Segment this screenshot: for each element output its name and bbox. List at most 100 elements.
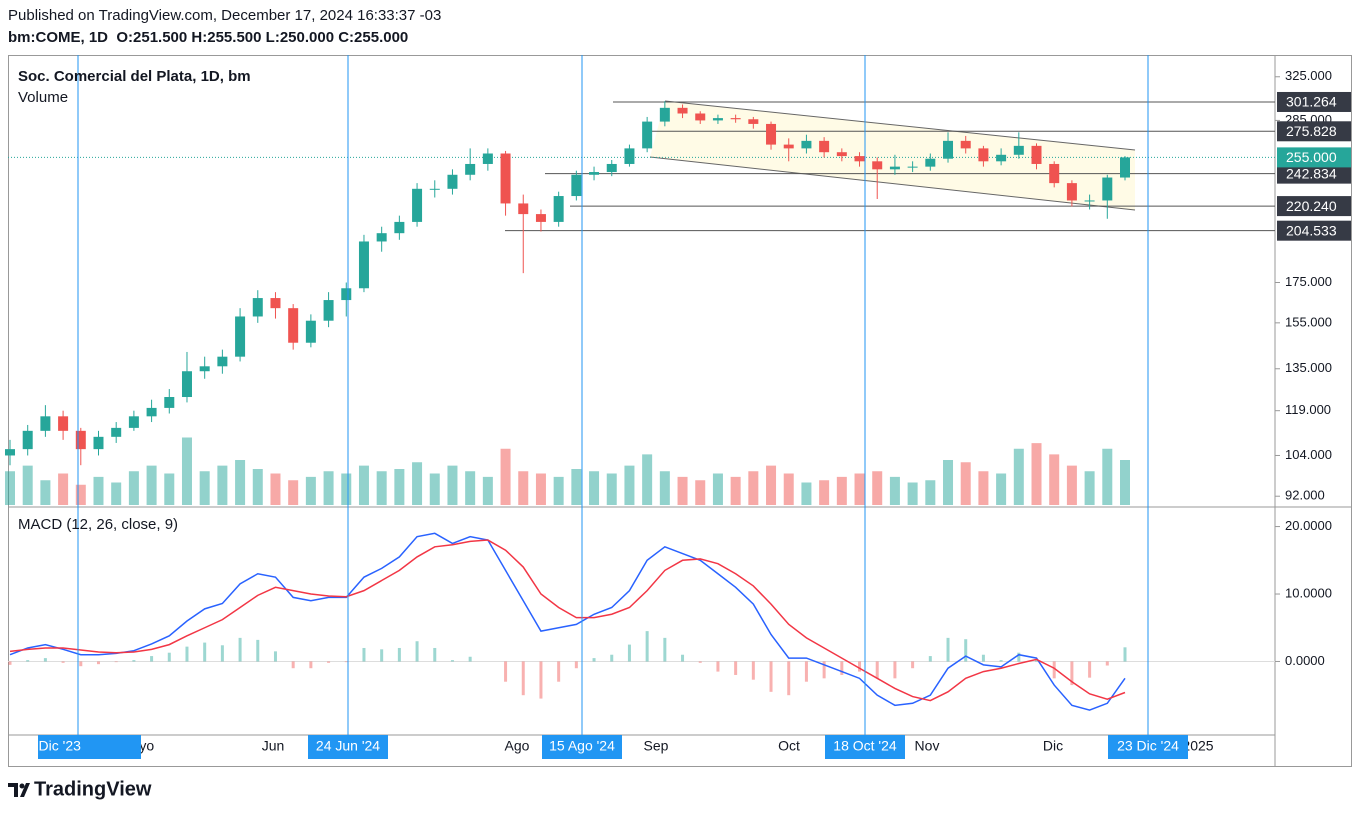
close: C:255.000 bbox=[338, 29, 409, 46]
volume-bar bbox=[199, 471, 210, 505]
price-label: 275.828 bbox=[1286, 123, 1337, 139]
histogram-bar bbox=[327, 661, 331, 663]
histogram-bar bbox=[291, 661, 295, 669]
volume-bar bbox=[943, 460, 954, 505]
volume-bar bbox=[376, 471, 387, 505]
histogram-bar bbox=[167, 652, 171, 662]
price-label: 204.533 bbox=[1286, 222, 1337, 238]
histogram-bar bbox=[574, 661, 578, 669]
price-label: 255.000 bbox=[1286, 149, 1337, 165]
candle-body bbox=[40, 416, 51, 431]
histogram-bar bbox=[256, 639, 260, 662]
candle-body bbox=[288, 308, 299, 343]
price-label-box bbox=[1277, 121, 1351, 142]
volume-bar bbox=[712, 473, 723, 505]
volume-bar bbox=[164, 473, 175, 505]
histogram-bar bbox=[681, 654, 685, 662]
volume-bar bbox=[642, 454, 653, 505]
histogram-bar bbox=[663, 637, 667, 662]
volume-bar bbox=[801, 482, 812, 505]
histogram-bar bbox=[203, 642, 207, 662]
histogram-bar bbox=[504, 661, 508, 682]
price-label-box bbox=[1277, 220, 1351, 241]
candle-body bbox=[447, 174, 458, 189]
volume-bar bbox=[93, 476, 104, 505]
candle-body bbox=[58, 416, 69, 431]
candle-body bbox=[589, 172, 600, 175]
volume-bar bbox=[146, 465, 157, 505]
histogram-bar bbox=[964, 639, 968, 662]
histogram-bar bbox=[627, 644, 631, 662]
candle-body bbox=[1031, 145, 1042, 164]
x-label: Nov bbox=[915, 738, 940, 754]
histogram-bar bbox=[309, 661, 313, 669]
histogram-bar bbox=[362, 647, 366, 662]
histogram-bar bbox=[592, 658, 596, 662]
volume-bar bbox=[748, 471, 759, 505]
candle-body bbox=[996, 154, 1007, 162]
volume-bar bbox=[996, 473, 1007, 505]
candle-body bbox=[5, 449, 15, 456]
marker-label: 15 Ago '24 bbox=[549, 738, 615, 754]
histogram-bar bbox=[1035, 660, 1039, 662]
volume-bar bbox=[500, 448, 511, 505]
histogram-bar bbox=[1123, 647, 1127, 662]
candle-body bbox=[1120, 157, 1130, 178]
histogram-bar bbox=[220, 645, 224, 662]
histogram-bar bbox=[185, 646, 189, 662]
volume-bar bbox=[252, 469, 263, 505]
candle-body bbox=[412, 188, 423, 222]
logo-dot bbox=[19, 783, 25, 789]
price-label-box bbox=[1277, 91, 1351, 112]
histogram-bar bbox=[698, 661, 702, 663]
y-tick-label: 92.000 bbox=[1285, 488, 1325, 503]
candle-body bbox=[341, 288, 352, 301]
histogram-bar bbox=[1052, 661, 1056, 679]
volume-bar bbox=[235, 460, 246, 505]
price-label-box bbox=[1277, 196, 1351, 217]
candle-body bbox=[571, 174, 582, 197]
candle-body bbox=[836, 152, 847, 157]
candle-body bbox=[199, 366, 210, 372]
candle-body bbox=[394, 221, 405, 234]
histogram-bar bbox=[946, 637, 950, 662]
volume-bar bbox=[1066, 465, 1077, 505]
candle-body bbox=[978, 148, 989, 162]
histogram-bar bbox=[433, 647, 437, 662]
candle-body bbox=[164, 397, 175, 408]
candle-body bbox=[553, 196, 564, 222]
candle-body bbox=[766, 123, 777, 145]
volume-bar bbox=[1084, 471, 1095, 505]
histogram-bar bbox=[999, 660, 1003, 662]
volume-bar bbox=[58, 473, 69, 505]
histogram-bar bbox=[273, 651, 277, 662]
y-tick-label: 175.000 bbox=[1285, 274, 1332, 289]
histogram-bar bbox=[858, 661, 862, 672]
volume-bar bbox=[960, 462, 971, 505]
histogram-bar bbox=[557, 661, 561, 682]
histogram-bar bbox=[981, 654, 985, 662]
marker-box bbox=[308, 735, 388, 759]
histogram-bar bbox=[928, 656, 932, 662]
volume-bar bbox=[288, 480, 299, 505]
volume-bar bbox=[606, 473, 617, 505]
candle-body bbox=[730, 118, 741, 120]
candle-body bbox=[429, 188, 440, 190]
price-label: 301.264 bbox=[1286, 94, 1337, 110]
candle-body bbox=[358, 241, 369, 289]
volume-bar bbox=[429, 473, 440, 505]
volume-bar bbox=[571, 469, 582, 505]
candle-body bbox=[1013, 145, 1024, 155]
candle-body bbox=[695, 113, 706, 121]
macd-tick-label: 20.0000 bbox=[1285, 518, 1332, 533]
candle-body bbox=[181, 371, 192, 398]
histogram-bar bbox=[344, 661, 348, 663]
histogram-bar bbox=[1105, 661, 1109, 666]
logo-icon bbox=[8, 783, 30, 797]
volume-bar bbox=[181, 437, 192, 505]
histogram-bar bbox=[1088, 661, 1092, 678]
volume-bar bbox=[1120, 460, 1130, 505]
candle-body bbox=[1102, 177, 1113, 201]
marker-label: 23 Dic '24 bbox=[1117, 738, 1179, 754]
histogram-bar bbox=[238, 637, 242, 662]
